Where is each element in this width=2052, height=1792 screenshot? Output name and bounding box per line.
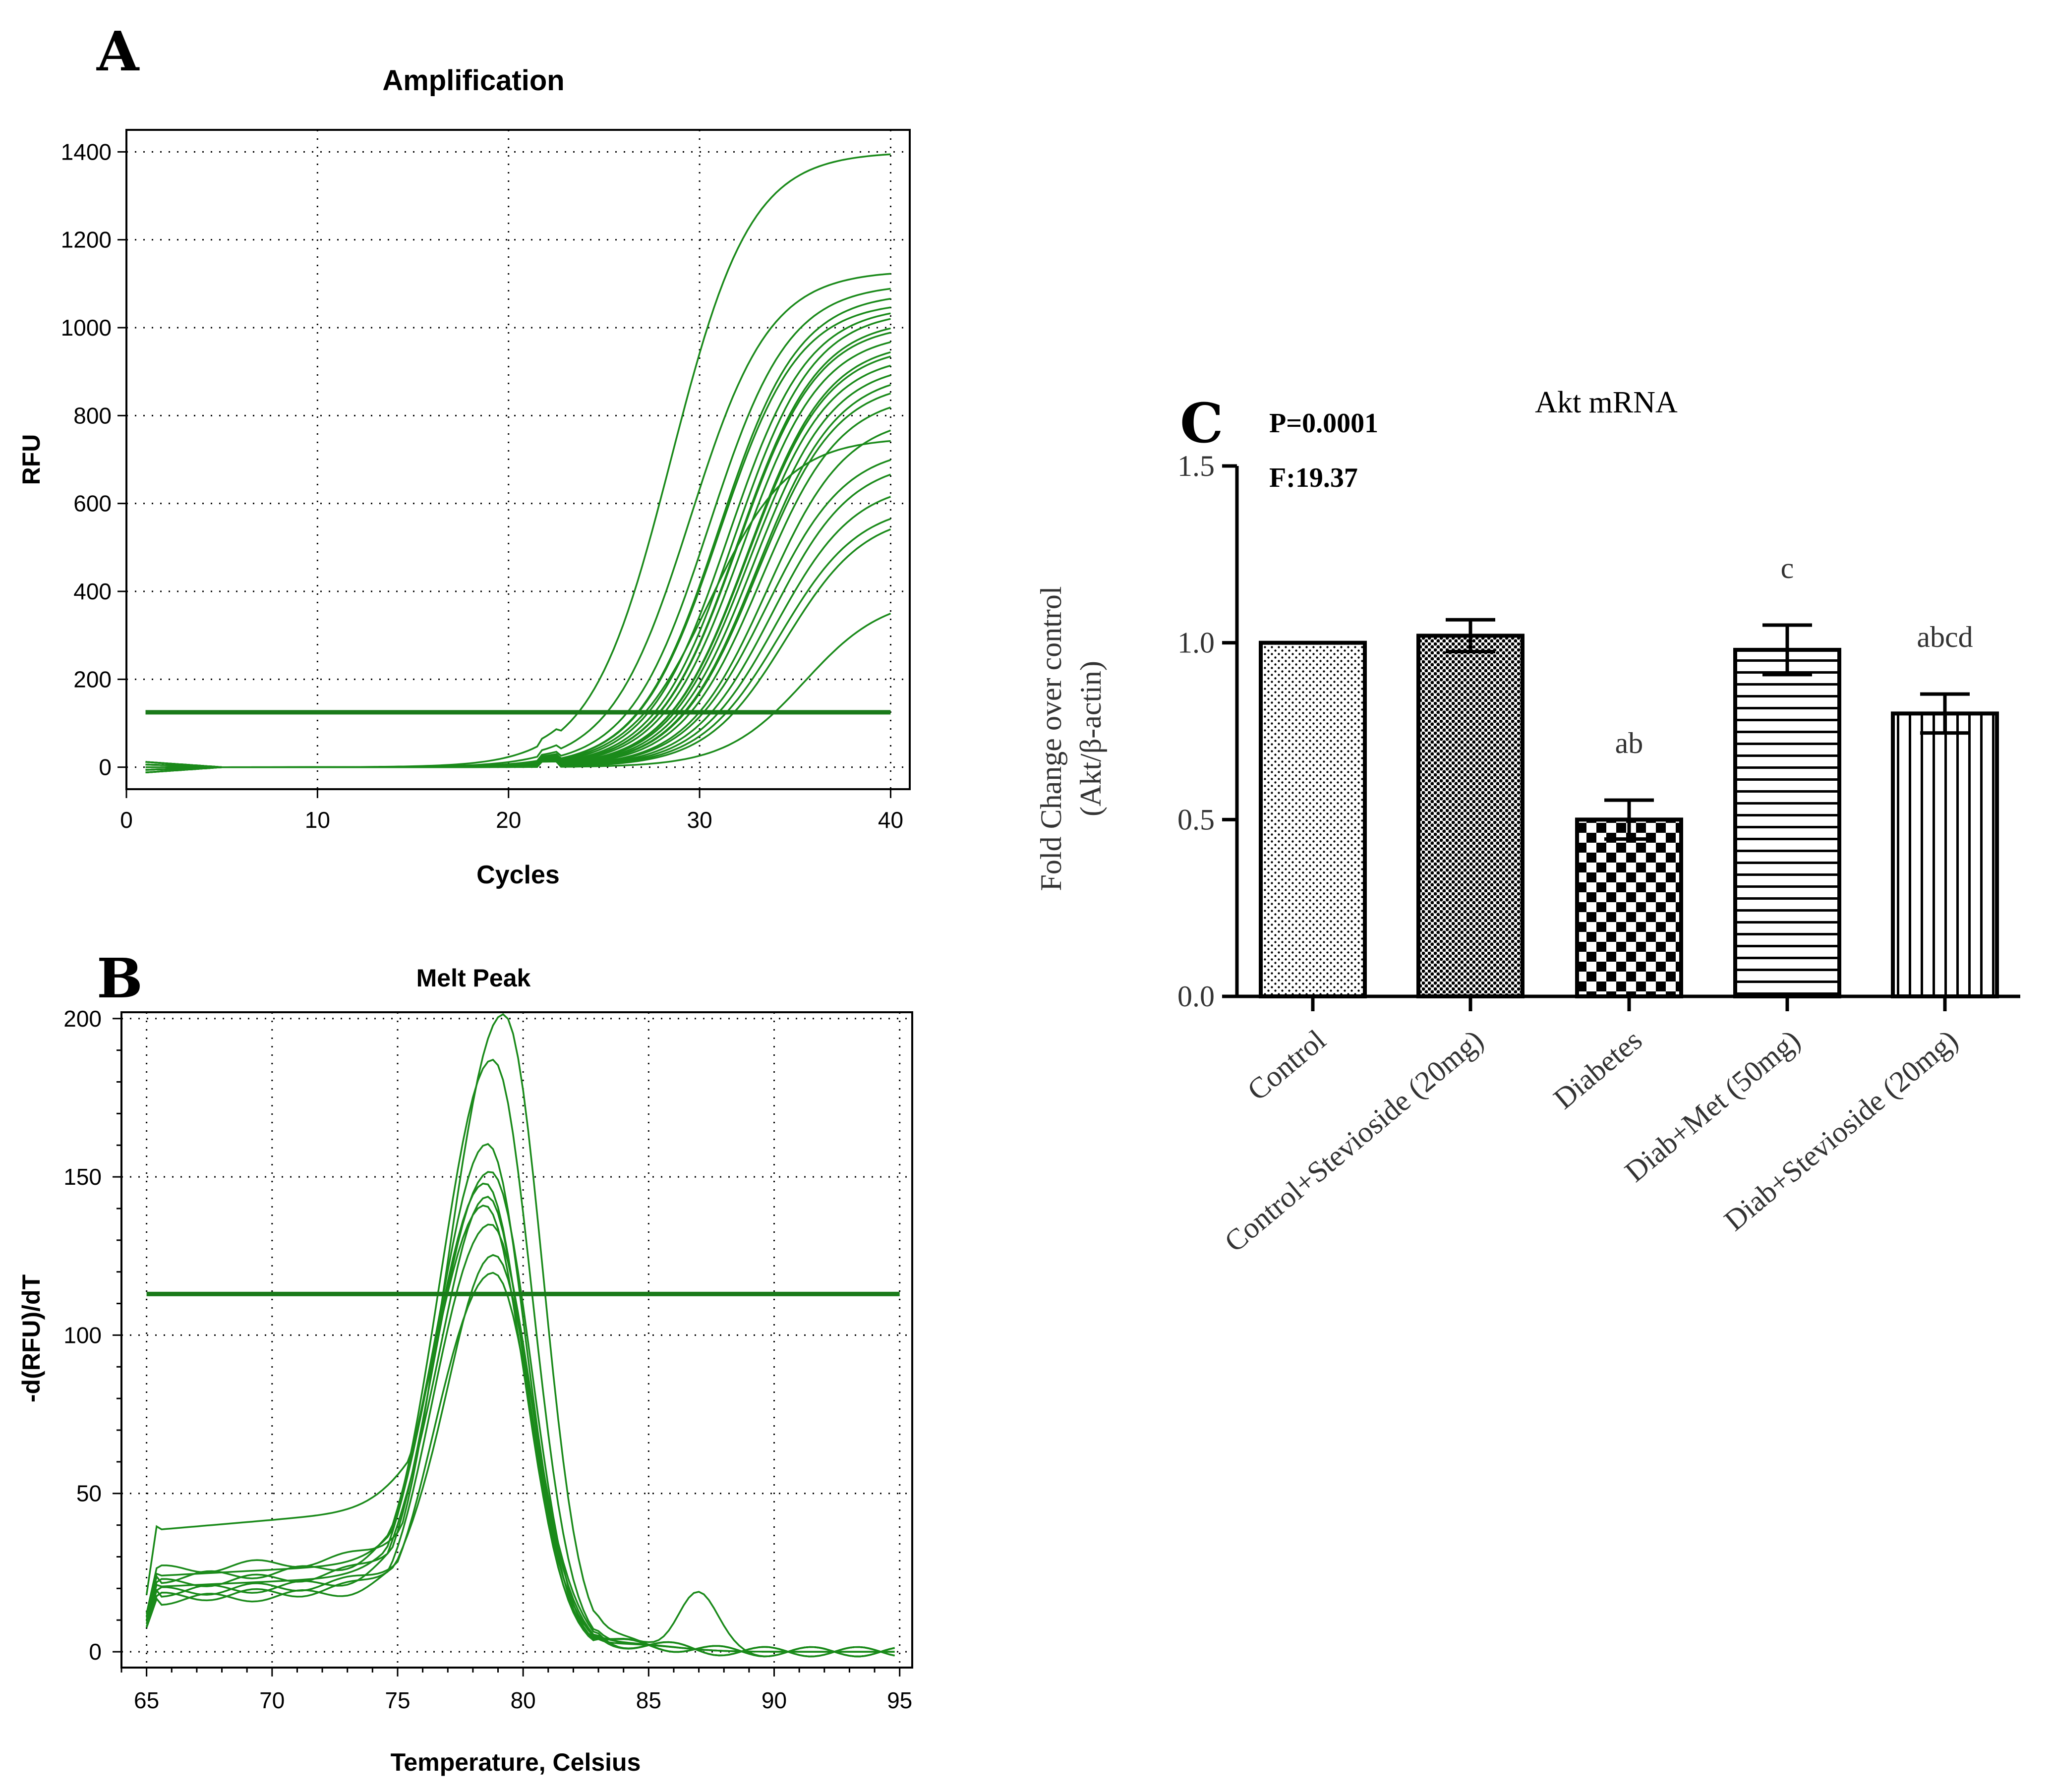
chart-b-grid <box>121 1012 912 1668</box>
chart-b-title: Melt Peak <box>416 964 531 992</box>
x-tick-label: 95 <box>887 1687 912 1713</box>
chart-a-title: Amplification <box>382 64 564 97</box>
amplification-curve <box>145 332 891 768</box>
significance-label: ab <box>1615 727 1643 759</box>
chart-a-grid <box>126 130 910 789</box>
x-tick-label: 20 <box>496 807 521 833</box>
x-tick-label: 0 <box>120 807 133 833</box>
chart-c-f-value: F:19.37 <box>1269 462 1358 493</box>
x-tick-label: 80 <box>511 1687 536 1713</box>
chart-a-x-label: Cycles <box>476 861 560 889</box>
chart-b-x-label: Temperature, Celsius <box>391 1748 641 1776</box>
bar <box>1891 711 1999 999</box>
x-tick-label: 30 <box>687 807 712 833</box>
amplification-curve <box>145 153 891 774</box>
melt-curve <box>145 1182 895 1653</box>
x-tick-label: 40 <box>878 807 903 833</box>
y-tick-label: 0.0 <box>1177 980 1215 1013</box>
x-category-label: Diabetes <box>1547 1023 1648 1115</box>
amplification-curve <box>145 459 891 768</box>
significance-label: abcd <box>1917 621 1973 653</box>
chart-a-frame <box>125 129 911 790</box>
chart-b-frame <box>120 1011 913 1669</box>
melt-curve <box>145 1272 895 1658</box>
panel-label-a: A <box>96 19 140 83</box>
chart-c-y-label-line1: Fold Change over control <box>1035 586 1067 891</box>
chart-c-y-label-line2: (Akt/β-actin) <box>1074 661 1107 816</box>
amplification-curve <box>145 440 891 768</box>
amplification-curve <box>145 312 891 774</box>
chart-b-y-label: -d(RFU)/dT <box>17 1274 45 1402</box>
amplification-curve <box>145 406 891 771</box>
chart-b-curves <box>145 1013 895 1658</box>
amplification-curve <box>145 297 891 768</box>
melt-curve <box>145 1254 895 1658</box>
y-tick-label: 100 <box>63 1322 102 1348</box>
y-tick-label: 0 <box>89 1639 102 1665</box>
y-tick-label: 200 <box>73 666 112 692</box>
x-tick-label: 90 <box>762 1687 787 1713</box>
chart-a-curves <box>145 153 891 774</box>
amplification-curve <box>145 384 891 768</box>
y-tick-label: 800 <box>73 403 112 428</box>
amplification-curve <box>145 473 891 774</box>
melt-curve <box>145 1143 895 1658</box>
panel-label-c: C <box>1180 391 1224 455</box>
bar <box>1416 634 1524 998</box>
y-tick-label: 600 <box>73 491 112 517</box>
chart-c-title: Akt mRNA <box>1535 386 1678 419</box>
amplification-curve <box>145 327 891 768</box>
x-tick-label: 10 <box>305 807 330 833</box>
y-tick-label: 200 <box>63 1006 102 1032</box>
chart-c-y-label: Fold Change over control (Akt/β-actin) <box>1035 586 1107 891</box>
bar <box>1259 640 1367 998</box>
chart-b-ticks: 65 70 75 80 85 90 95 0 50 100 150 200 <box>63 1006 912 1713</box>
amplification-curve <box>145 288 891 768</box>
x-tick-label: 65 <box>134 1687 159 1713</box>
x-category-label: Control+Stevioside (20mg) <box>1218 1023 1489 1258</box>
amplification-curve <box>145 518 891 768</box>
y-tick-label: 1000 <box>61 315 112 341</box>
y-tick-label: 0 <box>99 754 112 780</box>
y-tick-label: 150 <box>63 1164 102 1190</box>
panel-label-b: B <box>97 946 143 1010</box>
x-category-label: Control <box>1241 1023 1332 1106</box>
amplification-curve <box>145 612 891 768</box>
melt-curve <box>145 1205 895 1653</box>
bar <box>1733 647 1841 998</box>
chart-c-p-value: P=0.0001 <box>1269 408 1378 439</box>
y-tick-label: 1.0 <box>1177 627 1215 659</box>
y-tick-label: 1200 <box>61 227 112 253</box>
x-tick-label: 85 <box>636 1687 661 1713</box>
y-tick-label: 50 <box>76 1481 102 1506</box>
x-tick-label: 70 <box>259 1687 285 1713</box>
y-tick-label: 1400 <box>61 139 112 165</box>
amplification-curve <box>145 364 891 768</box>
x-tick-label: 75 <box>385 1687 410 1713</box>
panel-c: C P=0.0001 F:19.37 Akt mRNA Fold Change … <box>1035 386 2020 1258</box>
chart-a-y-label: RFU <box>17 434 45 485</box>
y-tick-label: 400 <box>73 578 112 604</box>
panel-b: B Melt Peak 65 70 75 80 85 90 95 0 50 100 150 200 T… <box>17 946 913 1776</box>
significance-label: c <box>1781 552 1794 584</box>
y-tick-label: 0.5 <box>1177 803 1215 836</box>
bar <box>1575 817 1683 999</box>
melt-curve <box>145 1196 895 1658</box>
panel-a: A Amplification 0 10 20 30 40020040060080010… <box>17 19 911 889</box>
y-tick-label: 1.5 <box>1177 450 1215 482</box>
